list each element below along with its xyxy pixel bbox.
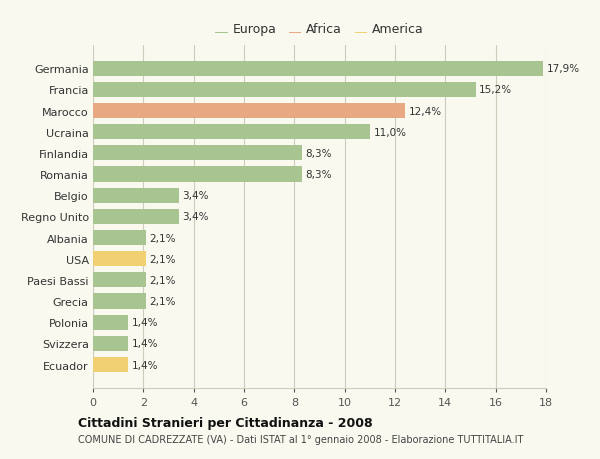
- Text: 15,2%: 15,2%: [479, 85, 512, 95]
- Bar: [93, 230, 146, 246]
- Text: 2,1%: 2,1%: [149, 233, 176, 243]
- Bar: [93, 357, 128, 372]
- Text: 1,4%: 1,4%: [132, 318, 158, 327]
- Text: 12,4%: 12,4%: [409, 106, 442, 116]
- Bar: [93, 125, 370, 140]
- Text: COMUNE DI CADREZZATE (VA) - Dati ISTAT al 1° gennaio 2008 - Elaborazione TUTTITA: COMUNE DI CADREZZATE (VA) - Dati ISTAT a…: [78, 434, 523, 443]
- Bar: [93, 188, 179, 203]
- Text: 1,4%: 1,4%: [132, 339, 158, 348]
- Text: 2,1%: 2,1%: [149, 254, 176, 264]
- Bar: [93, 167, 302, 182]
- Text: 2,1%: 2,1%: [149, 297, 176, 306]
- Bar: [93, 315, 128, 330]
- Bar: [93, 62, 544, 77]
- Bar: [93, 294, 146, 309]
- Text: 3,4%: 3,4%: [182, 212, 209, 222]
- Text: Cittadini Stranieri per Cittadinanza - 2008: Cittadini Stranieri per Cittadinanza - 2…: [78, 416, 373, 429]
- Bar: [93, 273, 146, 288]
- Text: 1,4%: 1,4%: [132, 360, 158, 369]
- Text: 11,0%: 11,0%: [374, 128, 407, 137]
- Text: 17,9%: 17,9%: [547, 64, 580, 74]
- Bar: [93, 209, 179, 224]
- Bar: [93, 252, 146, 267]
- Text: 8,3%: 8,3%: [305, 170, 332, 179]
- Text: 2,1%: 2,1%: [149, 275, 176, 285]
- Bar: [93, 83, 476, 98]
- Bar: [93, 104, 405, 119]
- Bar: [93, 336, 128, 351]
- Legend: Europa, Africa, America: Europa, Africa, America: [210, 18, 429, 41]
- Text: 8,3%: 8,3%: [305, 149, 332, 158]
- Text: 3,4%: 3,4%: [182, 191, 209, 201]
- Bar: [93, 146, 302, 161]
